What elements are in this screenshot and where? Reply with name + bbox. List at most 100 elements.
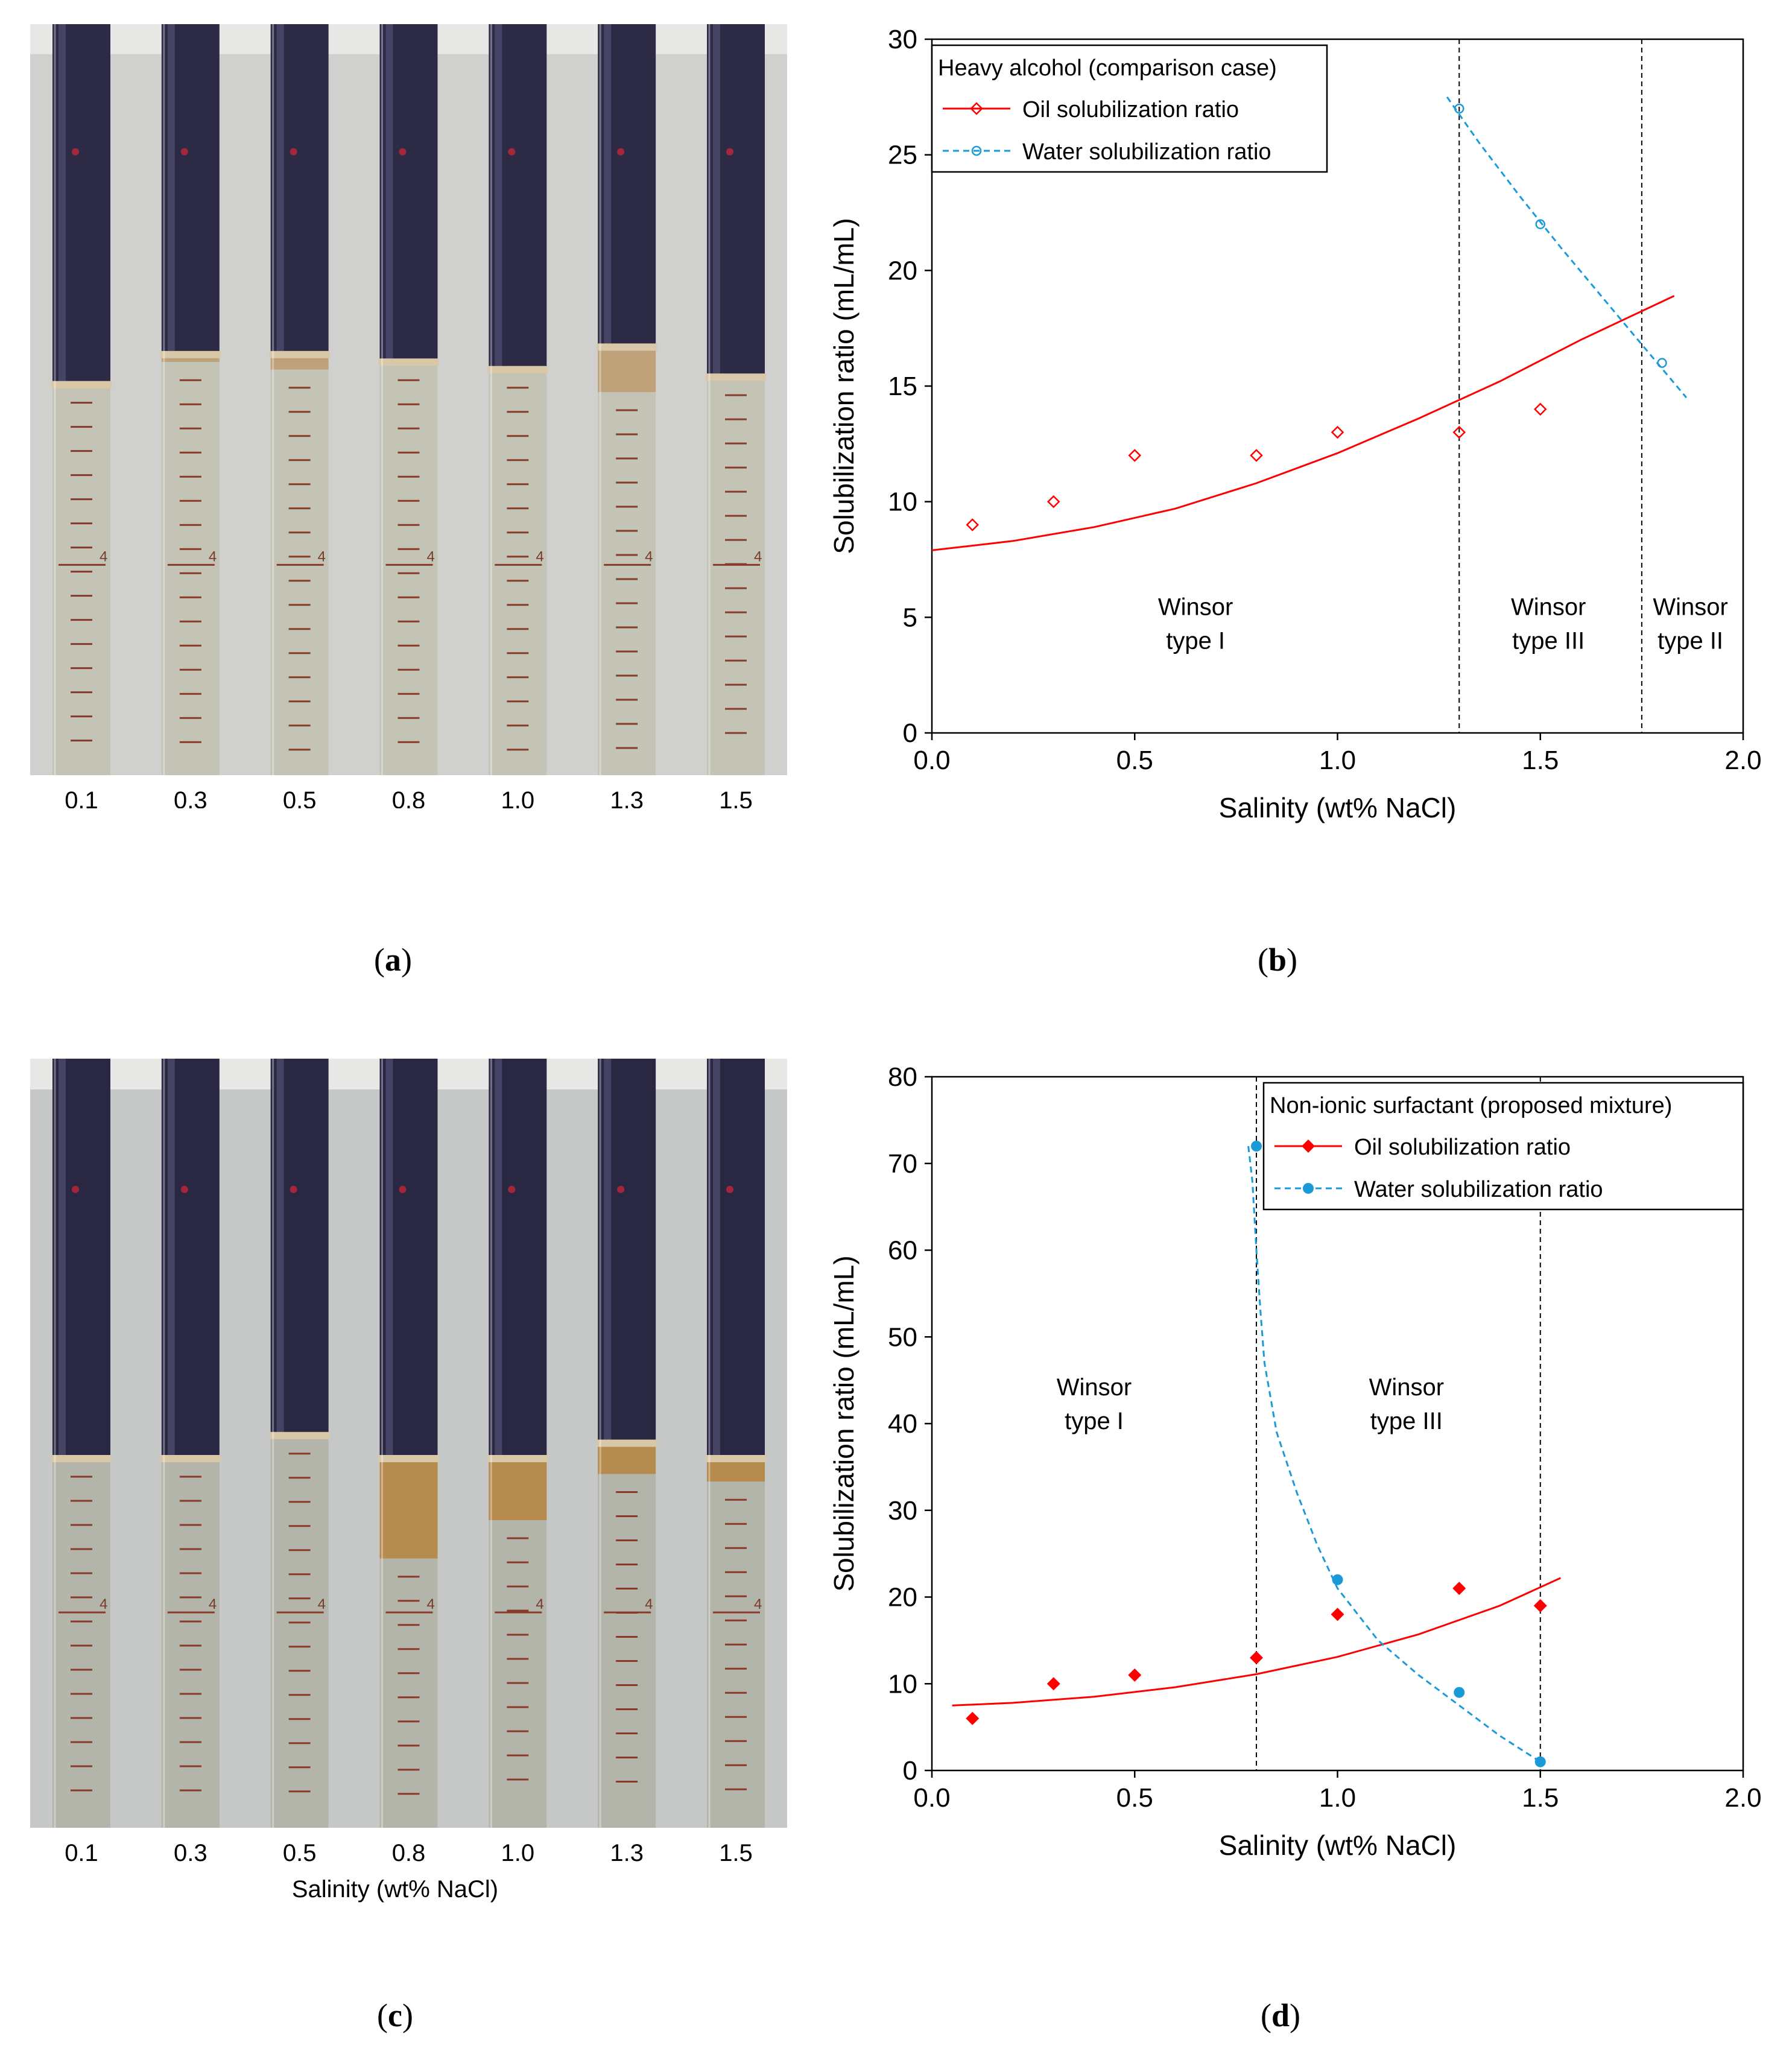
data-point <box>1046 495 1060 509</box>
tube-label: 1.3 <box>610 787 644 808</box>
tube-water-phase <box>707 1482 765 1828</box>
x-tick-label: 1.5 <box>1522 1783 1559 1813</box>
y-axis-label: Solubilization ratio (mL/mL) <box>828 1255 860 1591</box>
legend-entry: Oil solubilization ratio <box>1022 97 1239 122</box>
graduation-number: 4 <box>427 1596 435 1612</box>
tube-label: 0.3 <box>174 1840 207 1866</box>
y-tick-label: 10 <box>888 487 917 517</box>
y-tick-label: 30 <box>888 25 917 54</box>
panel-label-c: (c) <box>377 1997 413 2033</box>
tube-water-phase <box>52 1459 110 1828</box>
tube-water-phase <box>270 369 329 775</box>
x-tick-label: 2.0 <box>1724 1783 1761 1813</box>
data-point <box>1452 425 1466 439</box>
region-label-line1: Winsor <box>1158 594 1233 620</box>
tube-interface <box>160 350 221 358</box>
graduation-number: 4 <box>209 548 217 565</box>
data-point <box>1128 449 1142 462</box>
tube-4: 4 <box>378 24 439 775</box>
y-tick-label: 0 <box>903 1756 917 1786</box>
tube-interface <box>706 1455 766 1462</box>
tube-6: 4 <box>597 24 657 775</box>
y-tick-label: 40 <box>888 1409 917 1439</box>
tube-highlight <box>713 24 720 378</box>
tube-red-reflection <box>726 148 733 156</box>
tube-1: 4 <box>51 24 112 775</box>
tube-interface <box>706 373 766 381</box>
data-point <box>971 145 982 156</box>
tube-red-reflection <box>508 1185 516 1193</box>
y-tick-label: 80 <box>888 1062 917 1092</box>
tube-label: 0.1 <box>65 1840 98 1866</box>
y-tick-label: 15 <box>888 372 917 401</box>
legend-box <box>1262 1082 1744 1211</box>
tube-water-phase <box>379 1558 438 1828</box>
tube-highlight <box>495 24 502 370</box>
tube-5: 4 <box>487 1059 548 1828</box>
tube-label: 0.3 <box>174 787 207 808</box>
x-axis-label: Salinity (wt% NaCl) <box>1219 792 1457 823</box>
x-tick-label: 0.5 <box>1116 1783 1153 1813</box>
trend-line <box>931 295 1675 551</box>
tube-4: 4 <box>378 1059 439 1828</box>
panel-label-b: (b) <box>1258 942 1298 978</box>
data-point <box>1331 425 1344 439</box>
tube-red-reflection <box>290 148 297 156</box>
region-label-line2: type III <box>1512 627 1585 654</box>
y-tick-label: 70 <box>888 1149 917 1179</box>
data-point <box>1302 1139 1315 1153</box>
tube-red-reflection <box>726 1185 733 1193</box>
legend: Non-ionic surfactant (proposed mixture) O… <box>1262 1082 1744 1211</box>
tube-red-reflection <box>399 148 407 156</box>
tube-interface <box>378 358 439 366</box>
tube-interface <box>51 381 112 388</box>
tube-water-phase <box>161 1459 220 1828</box>
tube-highlight <box>167 24 175 355</box>
graduation-number: 4 <box>754 1596 762 1612</box>
data-point <box>1331 1608 1344 1621</box>
tube-microemulsion-phase <box>379 1459 438 1559</box>
series-2 <box>1446 96 1688 399</box>
tube-microemulsion-phase <box>598 1443 656 1474</box>
data-point <box>1250 1651 1263 1665</box>
x-axis-label: Salinity (wt% NaCl) <box>1219 1830 1457 1861</box>
data-point <box>1454 103 1464 114</box>
tube-label: 0.1 <box>65 787 98 808</box>
data-point <box>1128 1668 1142 1682</box>
tube-red-reflection <box>508 148 516 156</box>
tube-highlight <box>713 1059 720 1459</box>
data-point <box>1657 358 1667 368</box>
graduation-number: 4 <box>536 1596 543 1612</box>
x-tick-label: 2.0 <box>1724 746 1761 775</box>
graduation-number: 4 <box>427 548 435 565</box>
legend: Heavy alcohol (comparison case) Oil solub… <box>931 44 1328 173</box>
tube-interface <box>597 1439 657 1447</box>
x-tick-label: 1.0 <box>1319 1783 1356 1813</box>
tube-water-phase <box>379 362 438 775</box>
tube-3: 4 <box>269 1059 330 1828</box>
data-point <box>1250 449 1263 462</box>
data-point <box>1046 1677 1060 1691</box>
tube-water-phase <box>598 392 656 775</box>
tube-2: 4 <box>160 1059 221 1828</box>
tube-7: 4 <box>706 1059 766 1828</box>
tube-highlight <box>59 24 66 385</box>
photo-xlabel: Salinity (wt% NaCl) <box>292 1876 498 1903</box>
tube-highlight <box>385 24 393 363</box>
tube-highlight <box>59 1059 66 1459</box>
tube-water-phase <box>489 369 547 775</box>
tube-interface <box>487 1455 548 1462</box>
tube-5: 4 <box>487 24 548 775</box>
tube-red-reflection <box>180 1185 188 1193</box>
data-point <box>970 102 983 115</box>
y-tick-label: 5 <box>903 603 917 632</box>
data-point <box>966 1711 980 1725</box>
tube-highlight <box>604 1059 612 1444</box>
tube-6: 4 <box>597 1059 657 1828</box>
series-2 <box>1247 1141 1546 1767</box>
x-tick-label: 1.5 <box>1522 746 1559 775</box>
legend-entry: Oil solubilization ratio <box>1354 1135 1571 1160</box>
graduation-number: 4 <box>318 1596 326 1612</box>
tube-interface <box>51 1455 112 1462</box>
x-tick-label: 0.0 <box>913 1783 950 1813</box>
